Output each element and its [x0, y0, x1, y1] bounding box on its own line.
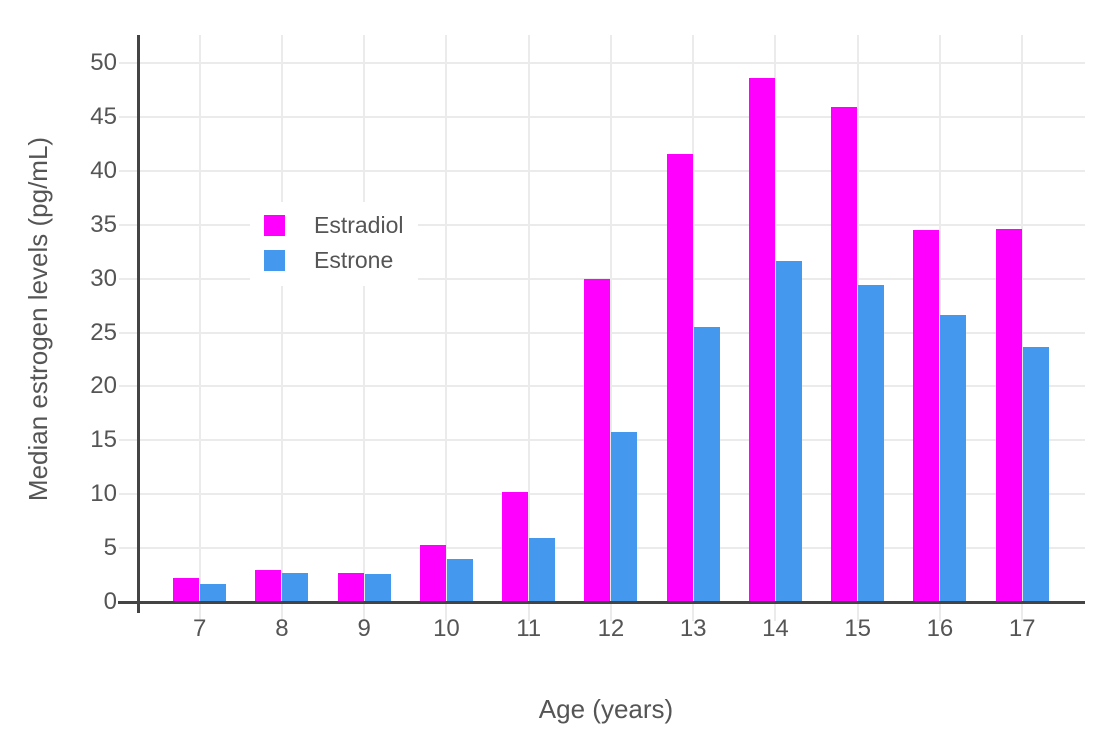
- x-tick-label: 12: [597, 615, 625, 642]
- x-gridline: [363, 35, 366, 602]
- x-tick-label: 13: [679, 615, 707, 642]
- bar-estradiol-age-16: [913, 230, 940, 602]
- x-tick-label: 9: [357, 615, 371, 642]
- bar-estrone-age-15: [858, 285, 885, 602]
- y-tick-label: 15: [90, 426, 117, 454]
- x-gridline: [527, 35, 530, 602]
- estrone-swatch-icon: [264, 250, 285, 271]
- x-gridline: [938, 35, 941, 602]
- y-tick-label: 30: [90, 264, 117, 292]
- bar-estrone-age-11: [529, 538, 556, 602]
- x-gridline: [280, 35, 283, 602]
- x-tick-label: 17: [1008, 615, 1036, 642]
- y-tick-label: 45: [90, 102, 117, 130]
- bar-estradiol-age-11: [502, 492, 529, 602]
- bar-estradiol-age-7: [173, 578, 200, 602]
- y-axis-line: [136, 35, 140, 613]
- y-tick-label: 35: [90, 210, 117, 238]
- y-tick-mark: [119, 547, 138, 550]
- x-gridline: [198, 35, 201, 602]
- bar-estrone-age-9: [364, 573, 391, 602]
- x-tick-mark: [1021, 602, 1024, 621]
- x-gridline: [774, 35, 777, 602]
- x-tick-label: 16: [926, 615, 954, 642]
- y-tick-label: 0: [103, 588, 117, 615]
- bar-estradiol-age-10: [419, 544, 446, 602]
- bar-estradiol-age-13: [666, 153, 693, 602]
- x-gridline: [445, 35, 448, 602]
- legend-item-estrone[interactable]: Estrone: [250, 243, 418, 278]
- y-tick-mark: [119, 169, 138, 172]
- x-gridline: [856, 35, 859, 602]
- x-tick-label: 10: [433, 615, 460, 642]
- y-tick-label: 25: [90, 318, 117, 346]
- x-tick-label: 15: [844, 615, 872, 642]
- x-gridline: [609, 35, 612, 602]
- bar-estrone-age-16: [940, 315, 967, 602]
- legend-label-estradiol: Estradiol: [314, 212, 404, 238]
- bar-estrone-age-17: [1022, 346, 1049, 602]
- bar-estrone-age-10: [446, 558, 473, 602]
- x-tick-mark: [280, 602, 283, 621]
- bar-estradiol-age-8: [255, 569, 282, 602]
- bar-estradiol-age-12: [584, 278, 611, 602]
- bar-estrone-age-8: [282, 572, 309, 602]
- bar-estradiol-age-9: [337, 572, 364, 602]
- y-tick-label: 20: [90, 372, 117, 400]
- y-tick-mark: [119, 115, 138, 118]
- x-tick-mark: [856, 602, 859, 621]
- x-gridline: [1021, 35, 1024, 602]
- bar-estrone-age-7: [200, 583, 227, 602]
- x-tick-mark: [445, 602, 448, 621]
- legend-item-estradiol[interactable]: Estradiol: [250, 208, 418, 243]
- x-tick-mark: [198, 602, 201, 621]
- y-tick-mark: [119, 62, 138, 65]
- x-tick-label: 7: [193, 615, 207, 642]
- x-axis-line: [118, 600, 1085, 604]
- x-tick-mark: [938, 602, 941, 621]
- x-tick-label: 11: [516, 615, 542, 642]
- bar-estrone-age-14: [775, 261, 802, 602]
- legend: Estradiol Estrone: [250, 202, 418, 286]
- x-tick-mark: [692, 602, 695, 621]
- x-tick-label: 8: [275, 615, 289, 642]
- bar-estrone-age-12: [611, 431, 638, 602]
- x-axis-title: Age (years): [538, 694, 674, 724]
- y-tick-label: 5: [103, 534, 117, 562]
- bar-estradiol-age-14: [748, 78, 775, 602]
- x-tick-mark: [774, 602, 777, 621]
- x-tick-mark: [363, 602, 366, 621]
- bar-estrone-age-13: [693, 327, 720, 602]
- y-tick-mark: [119, 439, 138, 442]
- y-tick-label: 50: [90, 49, 117, 77]
- y-tick-label: 10: [90, 480, 117, 508]
- y-tick-mark: [119, 331, 138, 334]
- x-tick-mark: [609, 602, 612, 621]
- y-tick-mark: [119, 223, 138, 226]
- bar-estradiol-age-15: [831, 107, 858, 602]
- y-tick-mark: [119, 493, 138, 496]
- x-tick-label: 14: [762, 615, 789, 642]
- legend-label-estrone: Estrone: [314, 247, 394, 273]
- y-tick-label: 40: [90, 156, 117, 184]
- x-tick-mark: [527, 602, 530, 621]
- estradiol-swatch-icon: [264, 215, 285, 236]
- x-gridline: [692, 35, 695, 602]
- y-tick-mark: [119, 277, 138, 280]
- y-tick-mark: [119, 385, 138, 388]
- bar-estradiol-age-17: [995, 229, 1022, 602]
